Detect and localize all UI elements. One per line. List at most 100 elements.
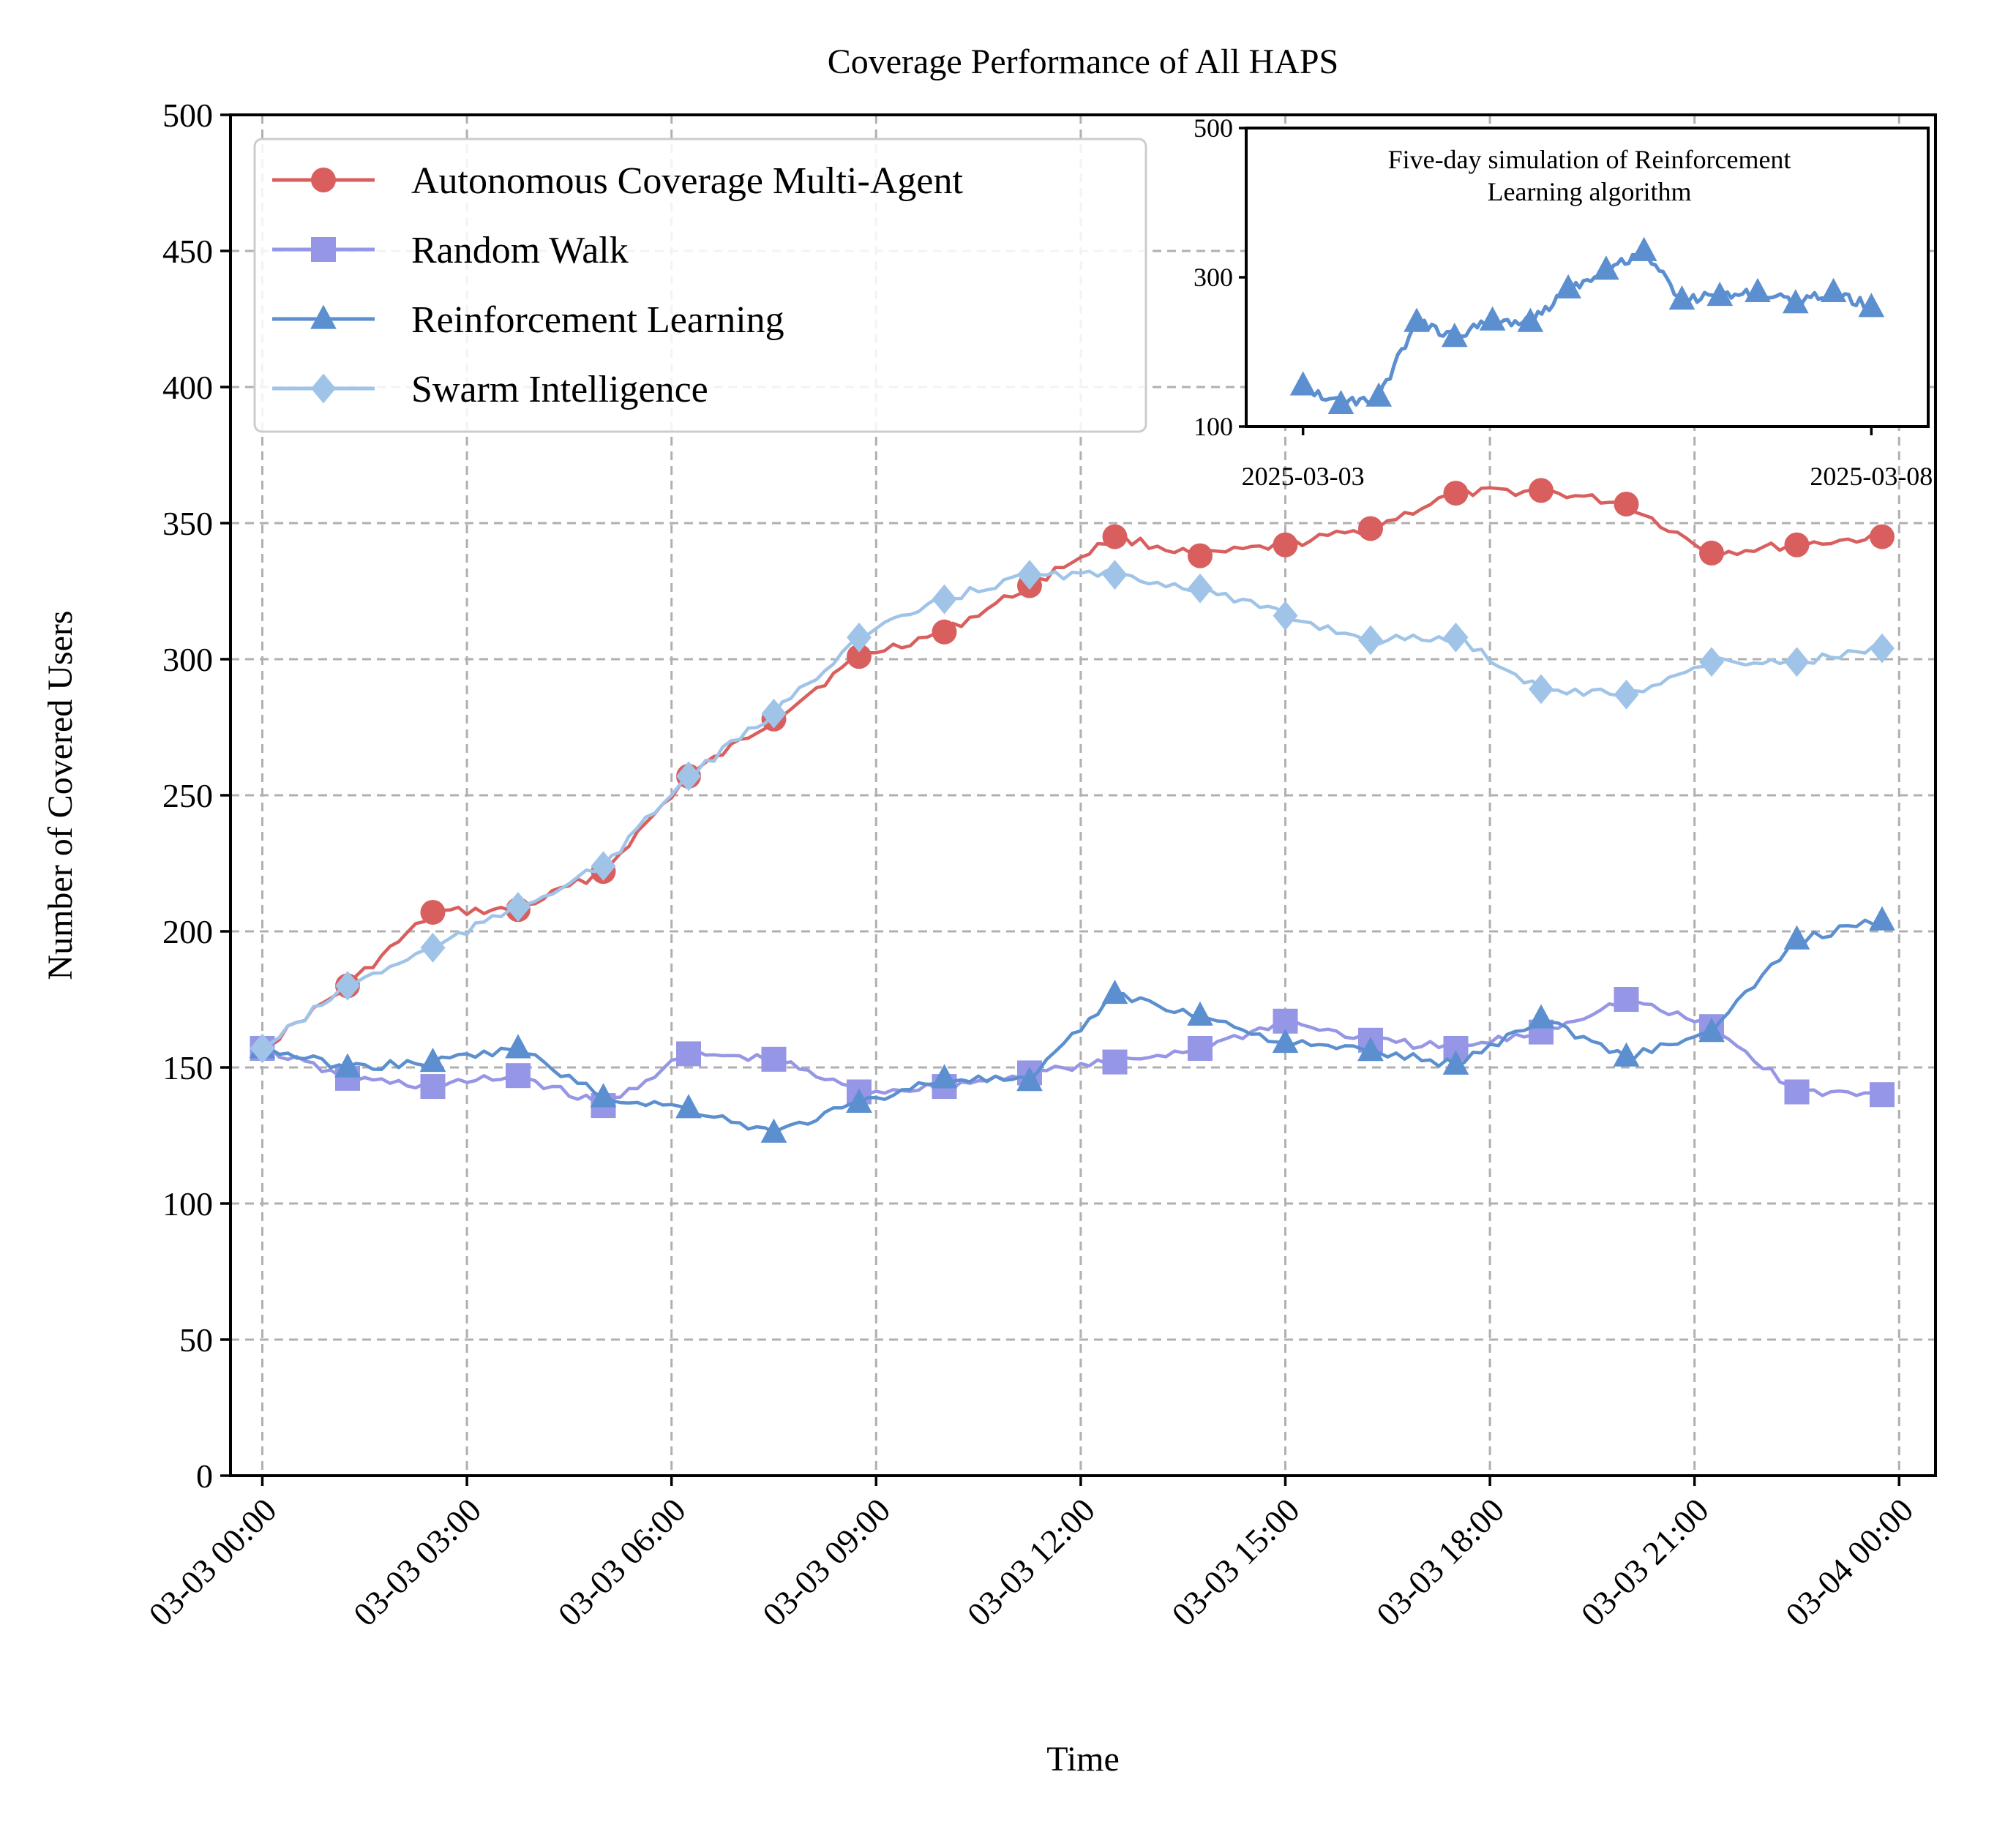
inset-data-point [1782, 289, 1809, 314]
x-tick-label: 03-03 03:00 [346, 1491, 488, 1633]
main-series [249, 478, 1895, 1143]
data-point [1272, 1028, 1299, 1054]
legend-label: Reinforcement Learning [411, 299, 784, 341]
inset-title-line-1: Five-day simulation of Reinforcement [1388, 145, 1791, 174]
legend-label: Random Walk [411, 230, 629, 271]
inset-data-point [1365, 382, 1393, 407]
data-point [590, 1083, 617, 1108]
x-tick-label: 03-03 06:00 [551, 1491, 693, 1633]
data-point [1869, 633, 1895, 664]
data-point [1102, 1049, 1128, 1075]
data-point [675, 761, 701, 792]
data-point [1187, 1035, 1213, 1061]
data-point [1443, 622, 1469, 653]
data-point [420, 1074, 446, 1100]
inset-chart: 100 300 500 2025-03-03 2025-03-08 Five-day s… [1194, 113, 1933, 491]
legend-label: Swarm Intelligence [411, 369, 708, 410]
inset-y-tick-label: 500 [1194, 113, 1233, 143]
y-tick-label: 150 [162, 1049, 213, 1086]
data-point [1698, 647, 1724, 677]
inset-data-point [1858, 293, 1885, 318]
data-point [846, 622, 872, 653]
data-point [1102, 524, 1128, 549]
data-point [1528, 1004, 1554, 1029]
series-line [262, 997, 1883, 1108]
data-point [1443, 481, 1469, 506]
y-tick-label: 250 [162, 777, 213, 814]
y-tick-label: 0 [196, 1457, 213, 1495]
data-point [761, 1046, 787, 1072]
x-tick-label: 03-03 21:00 [1574, 1491, 1716, 1633]
data-point [1783, 925, 1810, 950]
y-tick-label: 450 [162, 233, 213, 270]
x-tick-label: 03-03 09:00 [755, 1491, 897, 1633]
data-point [419, 1048, 446, 1073]
x-tick-label: 03-03 00:00 [141, 1491, 283, 1633]
inset-data-point [1820, 277, 1847, 302]
x-tick-label: 03-03 15:00 [1164, 1491, 1306, 1633]
data-point [1528, 674, 1554, 705]
y-axis-label: Number of Covered Users [41, 610, 80, 980]
inset-data-point [1404, 307, 1430, 332]
data-point [334, 971, 360, 1001]
data-point [1442, 1050, 1469, 1075]
inset-ticks: 100 300 500 2025-03-03 2025-03-08 [1194, 113, 1933, 491]
data-point [931, 1064, 958, 1089]
inset-data-point [1745, 277, 1771, 302]
x-tick-label: 03-03 12:00 [960, 1491, 1102, 1633]
data-point [1784, 1079, 1810, 1105]
data-point [1784, 647, 1810, 677]
data-point [1273, 532, 1298, 557]
data-point [1784, 532, 1810, 557]
inset-title-line-2: Learning algorithm [1488, 177, 1692, 206]
data-point [675, 1094, 702, 1119]
data-point [334, 1053, 361, 1078]
data-point [1357, 625, 1383, 656]
y-tick-label: 500 [162, 97, 213, 134]
y-tick-label: 400 [162, 369, 213, 406]
inset-y-tick-label: 100 [1194, 412, 1233, 441]
y-tick-label: 300 [162, 641, 213, 678]
data-point [1187, 573, 1213, 604]
data-point [420, 932, 446, 963]
legend-marker [311, 168, 336, 192]
data-point [1614, 491, 1639, 517]
data-point [932, 619, 957, 645]
data-point [1187, 543, 1213, 568]
data-point [846, 1088, 872, 1113]
legend-entry-random-walk: Random Walk [272, 230, 629, 271]
data-point [1613, 1042, 1640, 1067]
data-point [846, 644, 872, 669]
data-point [1869, 906, 1895, 931]
series-line [261, 568, 1883, 1050]
x-tick-label: 03-04 00:00 [1778, 1491, 1920, 1633]
data-point [761, 699, 787, 729]
inset-data-point [1327, 389, 1354, 414]
data-point [250, 1033, 275, 1064]
legend-label: Autonomous Coverage Multi-Agent [411, 160, 963, 202]
inset-data-point [1479, 306, 1506, 331]
y-tick-label: 200 [162, 913, 213, 950]
series-swarm-intelligence [250, 560, 1895, 1064]
inset-data-point [1441, 323, 1468, 348]
legend-marker [311, 237, 336, 262]
data-point [1357, 1037, 1384, 1062]
data-point [1102, 560, 1128, 590]
data-point [932, 584, 957, 615]
data-point [1273, 601, 1298, 631]
data-point [1016, 1067, 1043, 1092]
data-point [675, 1041, 701, 1067]
inset-data-point [1706, 281, 1734, 307]
inset-data-point [1593, 255, 1619, 280]
data-point [1614, 679, 1639, 710]
data-point [420, 899, 446, 925]
inset-data-point [1555, 274, 1581, 299]
x-axis-label: Time [1046, 1740, 1120, 1779]
data-point [1869, 1082, 1895, 1108]
data-point [1016, 560, 1042, 590]
legend-marker [311, 373, 336, 404]
data-point [1698, 1018, 1725, 1043]
data-point [1101, 980, 1128, 1005]
legend: Autonomous Coverage Multi-Agent Random Wa… [253, 138, 1147, 433]
y-tick-label: 350 [162, 505, 213, 542]
